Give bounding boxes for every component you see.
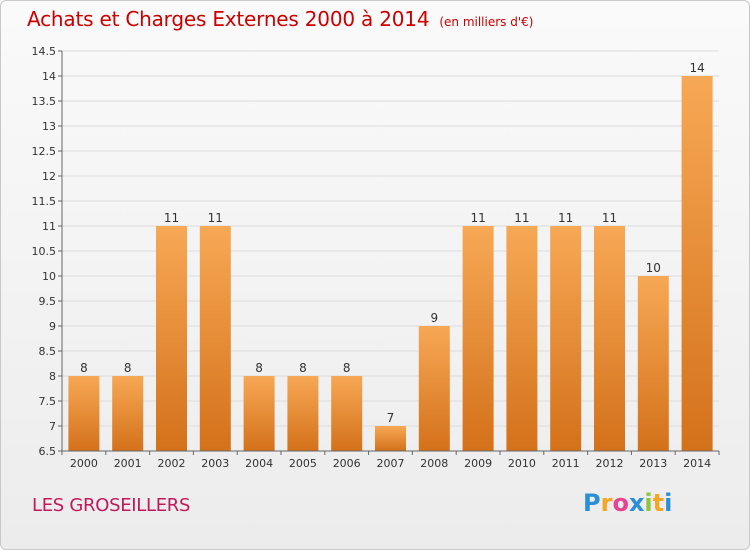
logo-letter: P	[583, 489, 601, 517]
logo-letter: o	[612, 489, 629, 517]
x-tick-label: 2008	[420, 457, 448, 470]
x-tick-label: 2004	[245, 457, 273, 470]
bar	[594, 226, 625, 451]
y-tick-label: 6.5	[39, 445, 57, 458]
y-tick-label: 12	[42, 170, 56, 183]
x-tick-label: 2011	[552, 457, 580, 470]
x-tick-label: 2009	[464, 457, 492, 470]
x-tick-label: 2005	[289, 457, 317, 470]
x-tick-label: 2007	[377, 457, 405, 470]
x-tick-label: 2014	[683, 457, 711, 470]
y-tick-label: 9.5	[39, 295, 57, 308]
bar	[156, 226, 187, 451]
bar	[199, 226, 231, 451]
bar	[331, 376, 363, 451]
y-tick-label: 14	[42, 70, 56, 83]
bar-value-label: 11	[514, 211, 529, 225]
bar-value-label: 11	[164, 211, 179, 225]
bars: 8 8 11 11 8 8 8 7 9 11 11 11 11 10 14	[68, 61, 713, 451]
bar-value-label: 8	[255, 361, 263, 375]
bar-value-label: 8	[343, 361, 351, 375]
y-tick-label: 12.5	[32, 145, 57, 158]
bar	[462, 226, 494, 451]
x-tick-label: 2006	[333, 457, 361, 470]
bar-value-label: 8	[80, 361, 88, 375]
bar	[681, 76, 713, 451]
chart-unit: (en milliers d'€)	[439, 15, 534, 29]
y-tick-label: 10.5	[32, 245, 57, 258]
logo-letter: x	[628, 489, 645, 517]
x-tick-label: 2000	[70, 457, 98, 470]
bar-value-label: 14	[689, 61, 704, 75]
bar	[375, 426, 406, 451]
x-tick-label: 2001	[114, 457, 142, 470]
logo-letter: i	[664, 489, 673, 517]
bar	[68, 376, 100, 451]
bar	[287, 376, 319, 451]
bar	[243, 376, 275, 451]
bar	[112, 376, 144, 451]
bar-value-label: 11	[470, 211, 485, 225]
bar	[418, 326, 450, 451]
logo-letter: r	[600, 489, 613, 517]
x-tick-label: 2012	[596, 457, 624, 470]
bar	[506, 226, 538, 451]
bar-value-label: 11	[602, 211, 617, 225]
y-tick-label: 10	[42, 270, 56, 283]
x-tick-label: 2002	[158, 457, 186, 470]
y-tick-label: 13	[42, 120, 56, 133]
y-tick-label: 8	[49, 370, 56, 383]
y-tick-label: 9	[49, 320, 56, 333]
bar-value-label: 7	[387, 411, 395, 425]
y-tick-label: 8.5	[39, 345, 57, 358]
x-tick-label: 2003	[201, 457, 229, 470]
bar-value-label: 8	[124, 361, 132, 375]
bar-value-label: 11	[208, 211, 223, 225]
bar	[637, 276, 669, 451]
title-row: Achats et Charges Externes 2000 à 2014 (e…	[27, 7, 533, 31]
y-tick-label: 13.5	[32, 95, 57, 108]
bar	[550, 226, 582, 451]
y-tick-label: 7.5	[39, 395, 57, 408]
bar-value-label: 8	[299, 361, 307, 375]
bar-value-label: 11	[558, 211, 573, 225]
bar-value-label: 9	[430, 311, 438, 325]
logo-letter: i	[644, 489, 653, 517]
x-tick-label: 2013	[639, 457, 667, 470]
x-tick-label: 2010	[508, 457, 536, 470]
y-tick-label: 14.5	[32, 45, 57, 58]
y-tick-label: 7	[49, 420, 56, 433]
logo-letter: t	[652, 489, 665, 517]
y-tick-label: 11.5	[32, 195, 57, 208]
bar-value-label: 10	[646, 261, 661, 275]
commune-name: LES GROSEILLERS	[32, 495, 191, 516]
axes: 6.5 7 7.5 8 8.5 9 9.5 10 10.5 11 11.5 12 12.5 13 13.5 1…	[32, 45, 720, 470]
y-tick-label: 11	[42, 220, 56, 233]
chart-title: Achats et Charges Externes 2000 à 2014	[27, 7, 430, 31]
proxiti-logo: Proxiti	[583, 489, 672, 517]
